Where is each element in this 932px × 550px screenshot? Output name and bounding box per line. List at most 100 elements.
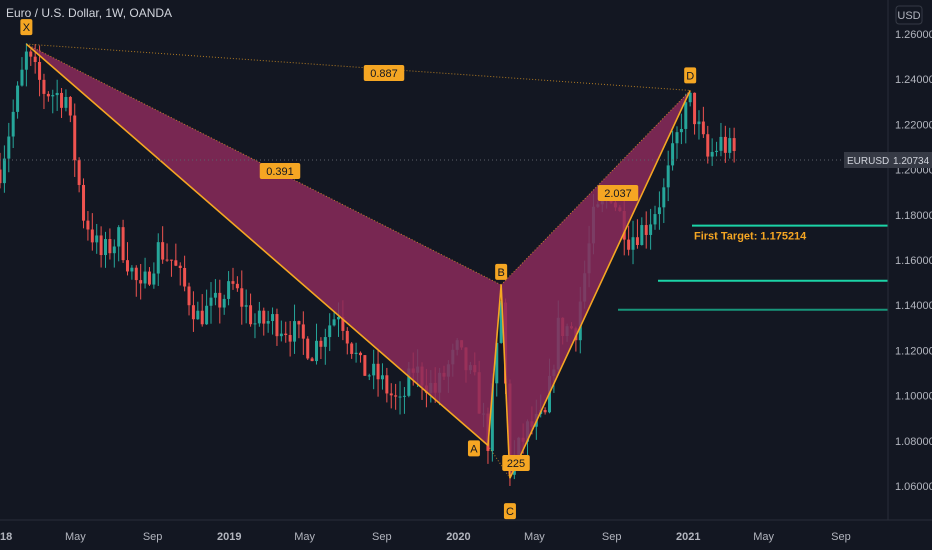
candle-body <box>666 165 670 188</box>
candle-body <box>156 242 160 274</box>
candle-body <box>495 342 499 384</box>
price-tick-label: 1.26000 <box>895 29 932 41</box>
candle-body <box>51 95 55 97</box>
pattern-point-badge[interactable] <box>503 503 516 520</box>
time-tick-label: May <box>524 531 545 543</box>
candle-body <box>279 333 283 337</box>
candle-body <box>200 310 204 325</box>
candle-body <box>60 92 64 108</box>
leg-bc <box>500 284 511 479</box>
candle-body <box>152 273 156 285</box>
candle-body <box>213 292 217 298</box>
candle-body <box>723 136 727 153</box>
pattern-point-badge[interactable] <box>467 440 480 457</box>
diag-bd <box>500 90 691 286</box>
candle-body <box>161 242 165 260</box>
ratio-label: 0.391 <box>266 166 294 178</box>
symbol-price-tag: EURUSD 1.20734 <box>844 152 932 168</box>
time-tick-label: May <box>65 531 86 543</box>
candle-body <box>112 246 116 254</box>
leg-xa <box>25 43 489 446</box>
candle-body <box>95 235 99 243</box>
candle-body <box>653 214 657 225</box>
pattern-point-label: D <box>686 70 694 82</box>
time-tick-label: Sep <box>143 531 163 543</box>
price-axis[interactable] <box>888 0 932 550</box>
candle-body <box>174 260 178 266</box>
candle-body <box>108 239 112 254</box>
candle-body <box>99 235 103 256</box>
candle-body <box>38 61 42 80</box>
candle-body <box>64 96 68 108</box>
candle-body <box>398 396 402 398</box>
candle-body <box>147 271 151 285</box>
candle-body <box>275 314 279 337</box>
candle-body <box>288 334 292 342</box>
pattern-point-badge[interactable] <box>684 67 697 84</box>
candle-body <box>336 317 340 320</box>
candle-body <box>315 340 319 362</box>
leg-cd <box>509 90 691 479</box>
candle-body <box>306 338 310 359</box>
price-tick-label: 1.08000 <box>895 436 932 448</box>
candle-body <box>706 134 710 157</box>
price-tick-label: 1.10000 <box>895 391 932 403</box>
candle-body <box>319 340 323 347</box>
candle-body <box>684 102 688 129</box>
candle-body <box>235 283 239 289</box>
price-ticks: 1.260001.240001.220001.200001.180001.160… <box>895 29 932 493</box>
candle-body <box>671 143 675 166</box>
ratio-badge[interactable] <box>597 185 639 201</box>
candle-body <box>227 281 231 299</box>
time-tick-label: May <box>294 531 315 543</box>
currency-button[interactable]: USD <box>895 5 923 25</box>
candle-body <box>117 227 121 247</box>
candle-body <box>297 321 301 325</box>
time-tick-label: Sep <box>831 531 851 543</box>
candle-body <box>719 136 723 151</box>
candle-body <box>394 395 398 397</box>
candle-body <box>253 323 257 325</box>
candle-body <box>222 298 226 308</box>
ratio-badge[interactable] <box>259 163 301 179</box>
candle-body <box>205 305 209 325</box>
candle-body <box>249 305 253 325</box>
candle-body <box>697 121 701 125</box>
candle-body <box>284 333 288 335</box>
candle-body <box>196 310 200 320</box>
candle-body <box>104 239 108 256</box>
pattern-point-badge[interactable] <box>20 19 33 36</box>
symbol-title: Euro / U.S. Dollar, 1W, OANDA <box>6 6 173 20</box>
candle-body <box>728 138 732 153</box>
candle-body <box>262 310 266 324</box>
candle-body <box>293 321 297 342</box>
candle-body <box>310 358 314 362</box>
leg-ab <box>487 284 502 446</box>
harmonic-pattern[interactable]: X A B C D 0.887 0.391 2.037 225 <box>20 19 697 520</box>
candle-body <box>139 280 143 284</box>
price-tick-label: 1.24000 <box>895 74 932 86</box>
candle-body <box>358 352 362 356</box>
candle-body <box>350 343 354 354</box>
currency-label: USD <box>897 10 920 22</box>
candle-body <box>2 158 6 184</box>
ratio-badge[interactable] <box>502 455 530 471</box>
ratio-badge[interactable] <box>363 65 405 81</box>
candle-body <box>257 310 261 324</box>
time-tick-label: Sep <box>372 531 392 543</box>
candle-body <box>55 92 59 96</box>
candle-body <box>266 321 270 324</box>
diag-ac <box>487 445 511 479</box>
target-level-note: First Target: 1.175214 <box>694 231 807 243</box>
ratio-label: 2.037 <box>604 188 632 200</box>
candle-body <box>715 150 719 152</box>
candle-body <box>82 184 86 221</box>
candle-body <box>644 225 648 235</box>
price-tick-label: 1.16000 <box>895 255 932 267</box>
time-tick-label: May <box>753 531 774 543</box>
time-tick-label: 2019 <box>217 531 241 543</box>
pattern-point-badge[interactable] <box>495 263 508 280</box>
candle-body <box>332 319 336 326</box>
candle-body <box>125 260 129 272</box>
